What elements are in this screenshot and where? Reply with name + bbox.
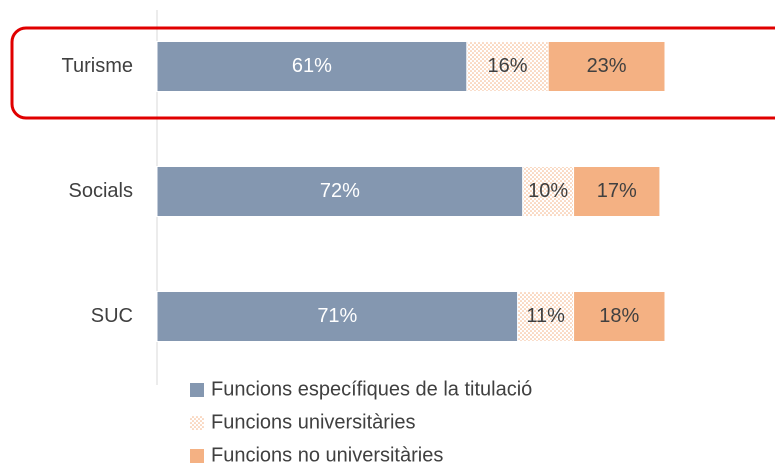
value-label: 11% bbox=[526, 305, 565, 327]
legend-swatch bbox=[190, 383, 204, 397]
legend-label: Funcions universitàries bbox=[211, 411, 416, 433]
legend-label: Funcions no universitàries bbox=[211, 444, 443, 466]
category-label: Socials bbox=[69, 180, 133, 202]
value-label: 23% bbox=[587, 55, 627, 77]
legend-swatch bbox=[190, 416, 204, 430]
bar-segment bbox=[156, 41, 468, 92]
value-label: 10% bbox=[528, 180, 568, 202]
bar-segment bbox=[547, 41, 666, 92]
category-label: SUC bbox=[91, 305, 133, 327]
value-label: 16% bbox=[488, 55, 528, 77]
category-label: Turisme bbox=[62, 55, 133, 77]
bar-segment bbox=[466, 41, 549, 92]
bar-segment bbox=[573, 166, 661, 217]
value-label: 72% bbox=[320, 180, 360, 202]
bar-segment bbox=[573, 291, 666, 342]
bar-segment bbox=[517, 291, 575, 342]
value-label: 71% bbox=[317, 305, 357, 327]
bar-segment bbox=[156, 291, 519, 342]
legend-label: Funcions específiques de la titulació bbox=[211, 378, 532, 400]
value-label: 17% bbox=[597, 180, 637, 202]
bar-segment bbox=[156, 166, 524, 217]
highlight-box bbox=[10, 26, 775, 120]
value-label: 18% bbox=[599, 305, 639, 327]
value-label: 61% bbox=[292, 55, 332, 77]
legend-swatch bbox=[190, 449, 204, 463]
